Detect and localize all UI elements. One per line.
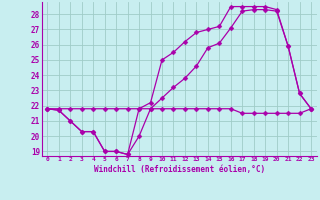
X-axis label: Windchill (Refroidissement éolien,°C): Windchill (Refroidissement éolien,°C) <box>94 165 265 174</box>
